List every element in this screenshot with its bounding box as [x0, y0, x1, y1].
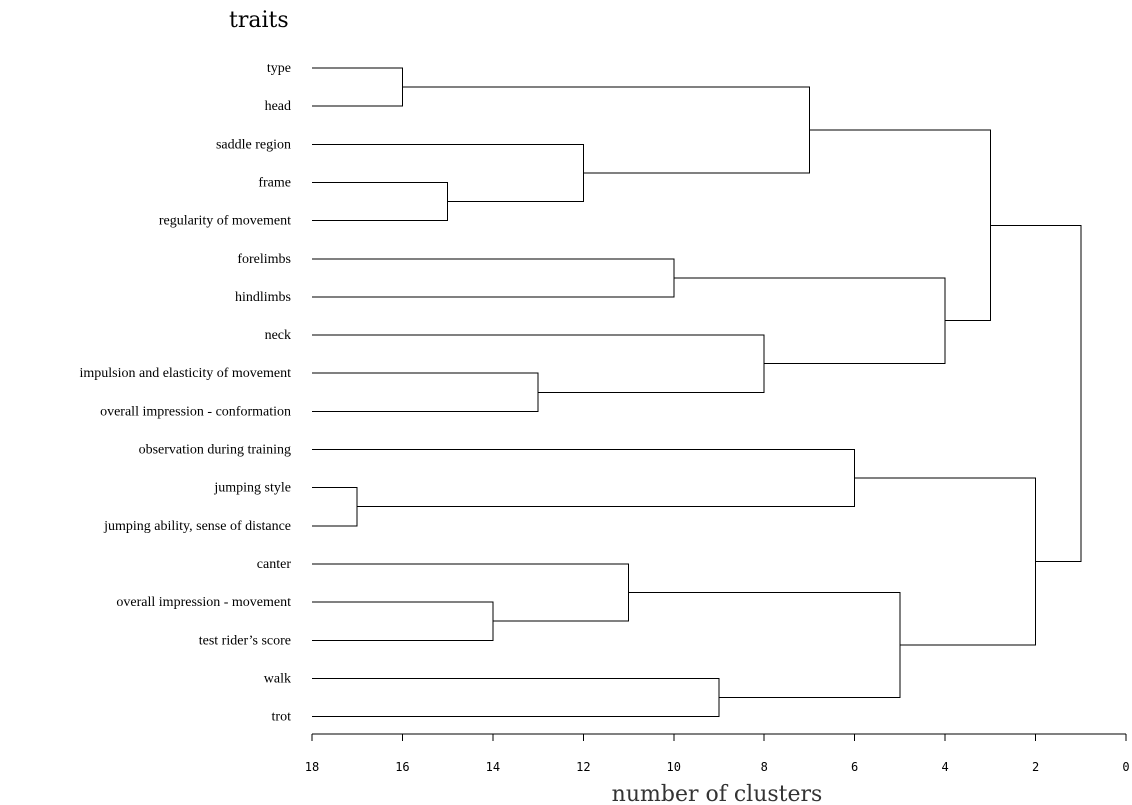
leaf-label: regularity of movement: [159, 214, 291, 229]
x-tick-label: 2: [1032, 760, 1039, 774]
x-tick-label: 16: [395, 760, 409, 774]
merge-branch: [629, 593, 900, 698]
merge-branch: [312, 678, 719, 716]
x-tick-label: 8: [761, 760, 768, 774]
merge-branch: [402, 87, 809, 173]
merge-branch: [809, 130, 990, 321]
leaf-label: hindlimbs: [235, 290, 291, 305]
merge-branch: [312, 602, 493, 640]
merge-branch: [674, 278, 945, 364]
leaf-label: forelimbs: [237, 252, 291, 267]
merge-branch: [312, 450, 855, 507]
merge-branch: [312, 488, 357, 526]
x-tick-label: 14: [486, 760, 500, 774]
leaf-label: test rider’s score: [199, 633, 291, 648]
merge-branch: [312, 68, 402, 106]
leaf-label: trot: [272, 710, 292, 725]
leaf-label: frame: [258, 175, 291, 190]
leaf-label: canter: [257, 557, 292, 572]
x-axis-label: number of clusters: [612, 782, 823, 805]
leaf-label: walk: [264, 671, 291, 686]
x-axis: 18 16 14 12 10 8 6 4 2 0: [305, 734, 1130, 774]
merge-branch: [855, 478, 1036, 645]
x-tick-label: 10: [667, 760, 681, 774]
leaf-label: jumping style: [213, 481, 291, 496]
dendrogram-branches: [312, 68, 1081, 717]
leaf-label: overall impression - movement: [116, 595, 291, 610]
x-tick-label: 0: [1122, 760, 1129, 774]
leaf-label: saddle region: [216, 137, 291, 152]
merge-branch: [312, 182, 448, 220]
x-axis-ticks: 18 16 14 12 10 8 6 4 2 0: [305, 734, 1130, 774]
leaf-label: impulsion and elasticity of movement: [79, 366, 291, 381]
merge-branch: [312, 259, 674, 297]
leaf-labels: type head saddle region frame regularity of …: [79, 61, 291, 725]
x-tick-label: 4: [941, 760, 948, 774]
merge-branch: [312, 564, 629, 621]
x-tick-label: 6: [851, 760, 858, 774]
leaf-label: overall impression - conformation: [100, 404, 291, 419]
merge-branch: [312, 373, 538, 411]
leaf-label: head: [265, 99, 291, 114]
leaf-label: jumping ability, sense of distance: [103, 519, 291, 534]
leaf-label: type: [267, 61, 291, 76]
x-tick-label: 18: [305, 760, 319, 774]
x-tick-label: 12: [576, 760, 590, 774]
chart-title: traits: [229, 8, 289, 33]
leaf-label: neck: [265, 328, 291, 343]
leaf-label: observation during training: [139, 443, 291, 458]
